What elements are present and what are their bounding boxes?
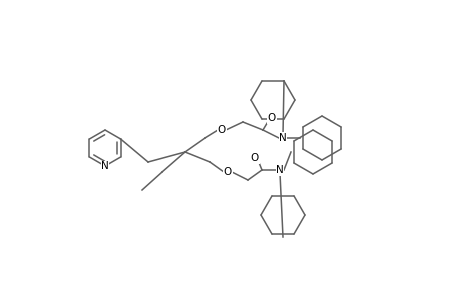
Text: O: O bbox=[250, 153, 258, 163]
Text: N: N bbox=[275, 165, 283, 175]
Text: O: O bbox=[224, 167, 232, 177]
Text: N: N bbox=[101, 161, 109, 171]
Text: O: O bbox=[267, 113, 275, 123]
Text: N: N bbox=[279, 133, 286, 143]
Text: O: O bbox=[218, 125, 226, 135]
